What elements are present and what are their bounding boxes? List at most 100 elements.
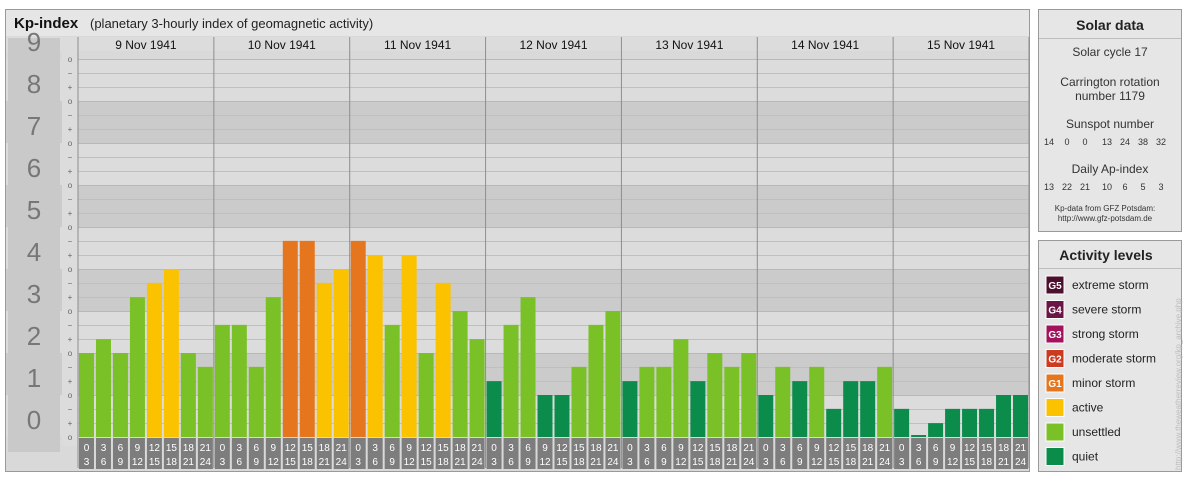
ap-value: 22 (1062, 182, 1072, 192)
hour-box (180, 438, 196, 469)
hour-box (401, 438, 417, 469)
hour-start-label: 0 (899, 443, 905, 454)
kp-bar (571, 366, 587, 437)
kp-bar (452, 311, 468, 437)
hour-end-label: 12 (539, 457, 551, 468)
day-label: 12 Nov 1941 (519, 38, 587, 52)
ap-values: 13 22 21 10 6 5 3 (1044, 182, 1164, 192)
hour-start-label: 12 (285, 443, 297, 454)
sunspot-value: 0 (1082, 137, 1087, 147)
hour-start-label: 3 (372, 443, 378, 454)
hour-end-label: 24 (607, 457, 619, 468)
sub-tick-label: − (68, 153, 73, 162)
hour-start-label: 6 (797, 443, 803, 454)
y-tick-label: 2 (27, 321, 41, 351)
y-axis: 0 1 2 3 4 5 6 7 8 9 o + − o + − o + − o + − o + − o + − o + − o + − o + − o (8, 27, 78, 452)
sunspot-value: 14 (1044, 137, 1054, 147)
hour-start-label: 3 (508, 443, 514, 454)
hour-box (673, 438, 689, 469)
hour-box (571, 438, 587, 469)
hour-box (333, 438, 349, 469)
hour-box (79, 438, 94, 469)
hour-box (197, 438, 213, 469)
hour-box (520, 438, 536, 469)
sub-tick-label: o (68, 139, 73, 148)
hour-start-label: 15 (981, 443, 993, 454)
sub-tick-column (62, 51, 78, 446)
y-tick-label: 3 (27, 279, 41, 309)
activity-panel-title: Activity levels (1059, 247, 1153, 263)
hour-start-label: 6 (661, 443, 667, 454)
hour-end-label: 12 (132, 457, 144, 468)
hour-box (860, 438, 876, 469)
hour-box (469, 438, 485, 469)
hour-start-label: 12 (556, 443, 568, 454)
hour-end-label: 3 (355, 457, 361, 468)
kp-bar (554, 395, 570, 437)
hour-box (792, 438, 808, 469)
hour-end-label: 18 (981, 457, 993, 468)
hour-start-label: 21 (472, 443, 484, 454)
solar-panel (1038, 9, 1182, 232)
kp-bar (605, 311, 621, 437)
hour-start-label: 15 (573, 443, 585, 454)
hour-box (95, 438, 111, 469)
hour-end-label: 21 (590, 457, 602, 468)
kp-bar (333, 269, 349, 437)
y-axis-column (8, 38, 60, 452)
y-tick-label: 8 (27, 69, 41, 99)
sunspot-value: 0 (1064, 137, 1069, 147)
kp-bar (367, 255, 383, 437)
hour-end-label: 21 (455, 457, 467, 468)
day-label: 11 Nov 1941 (384, 38, 451, 52)
hour-end-label: 24 (743, 457, 755, 468)
hour-start-label: 3 (101, 443, 107, 454)
hour-start-label: 9 (678, 443, 684, 454)
kp-bar (639, 366, 655, 437)
hour-end-label: 9 (525, 457, 531, 468)
hour-start-label: 18 (183, 443, 195, 454)
sub-tick-label: + (68, 335, 73, 344)
day-label: 9 Nov 1941 (115, 38, 177, 52)
legend-label: severe storm (1072, 303, 1141, 317)
kp-bar (537, 395, 553, 437)
kp-bar (860, 381, 876, 437)
kp-bar (146, 282, 162, 437)
hour-start-label: 21 (743, 443, 755, 454)
solar-panel-title: Solar data (1076, 17, 1144, 33)
sub-tick-label: − (68, 111, 73, 120)
kp-bar (724, 366, 740, 437)
legend-label: extreme storm (1072, 278, 1149, 292)
ap-value: 13 (1044, 182, 1054, 192)
kp-bar (197, 366, 213, 437)
legend-swatch (1045, 300, 1065, 319)
hour-end-label: 15 (828, 457, 840, 468)
kp-bar (163, 269, 179, 437)
hour-start-label: 0 (627, 443, 633, 454)
hour-start-label: 18 (998, 443, 1010, 454)
hour-box (367, 438, 383, 469)
hour-end-label: 21 (319, 457, 331, 468)
kp-bar (248, 366, 264, 437)
hour-end-label: 6 (101, 457, 107, 468)
hour-start-label: 18 (862, 443, 874, 454)
hour-start-label: 0 (220, 443, 226, 454)
background-band (6, 227, 1029, 269)
hour-box (639, 438, 655, 469)
hour-box (690, 438, 706, 469)
source-line1: Kp-data from GFZ Potsdam: (1055, 204, 1155, 213)
hour-box (248, 438, 264, 469)
sub-tick-label: o (68, 265, 73, 274)
hour-end-label: 15 (692, 457, 704, 468)
hour-box (384, 438, 400, 469)
hour-end-label: 24 (200, 457, 212, 468)
hour-box (945, 438, 961, 469)
hour-box (826, 438, 842, 469)
kp-bar (996, 395, 1012, 437)
kp-bar (95, 339, 111, 437)
hour-box (503, 438, 519, 469)
legend-label: minor storm (1072, 376, 1135, 390)
hour-box (911, 438, 927, 469)
kp-bar (707, 353, 723, 437)
